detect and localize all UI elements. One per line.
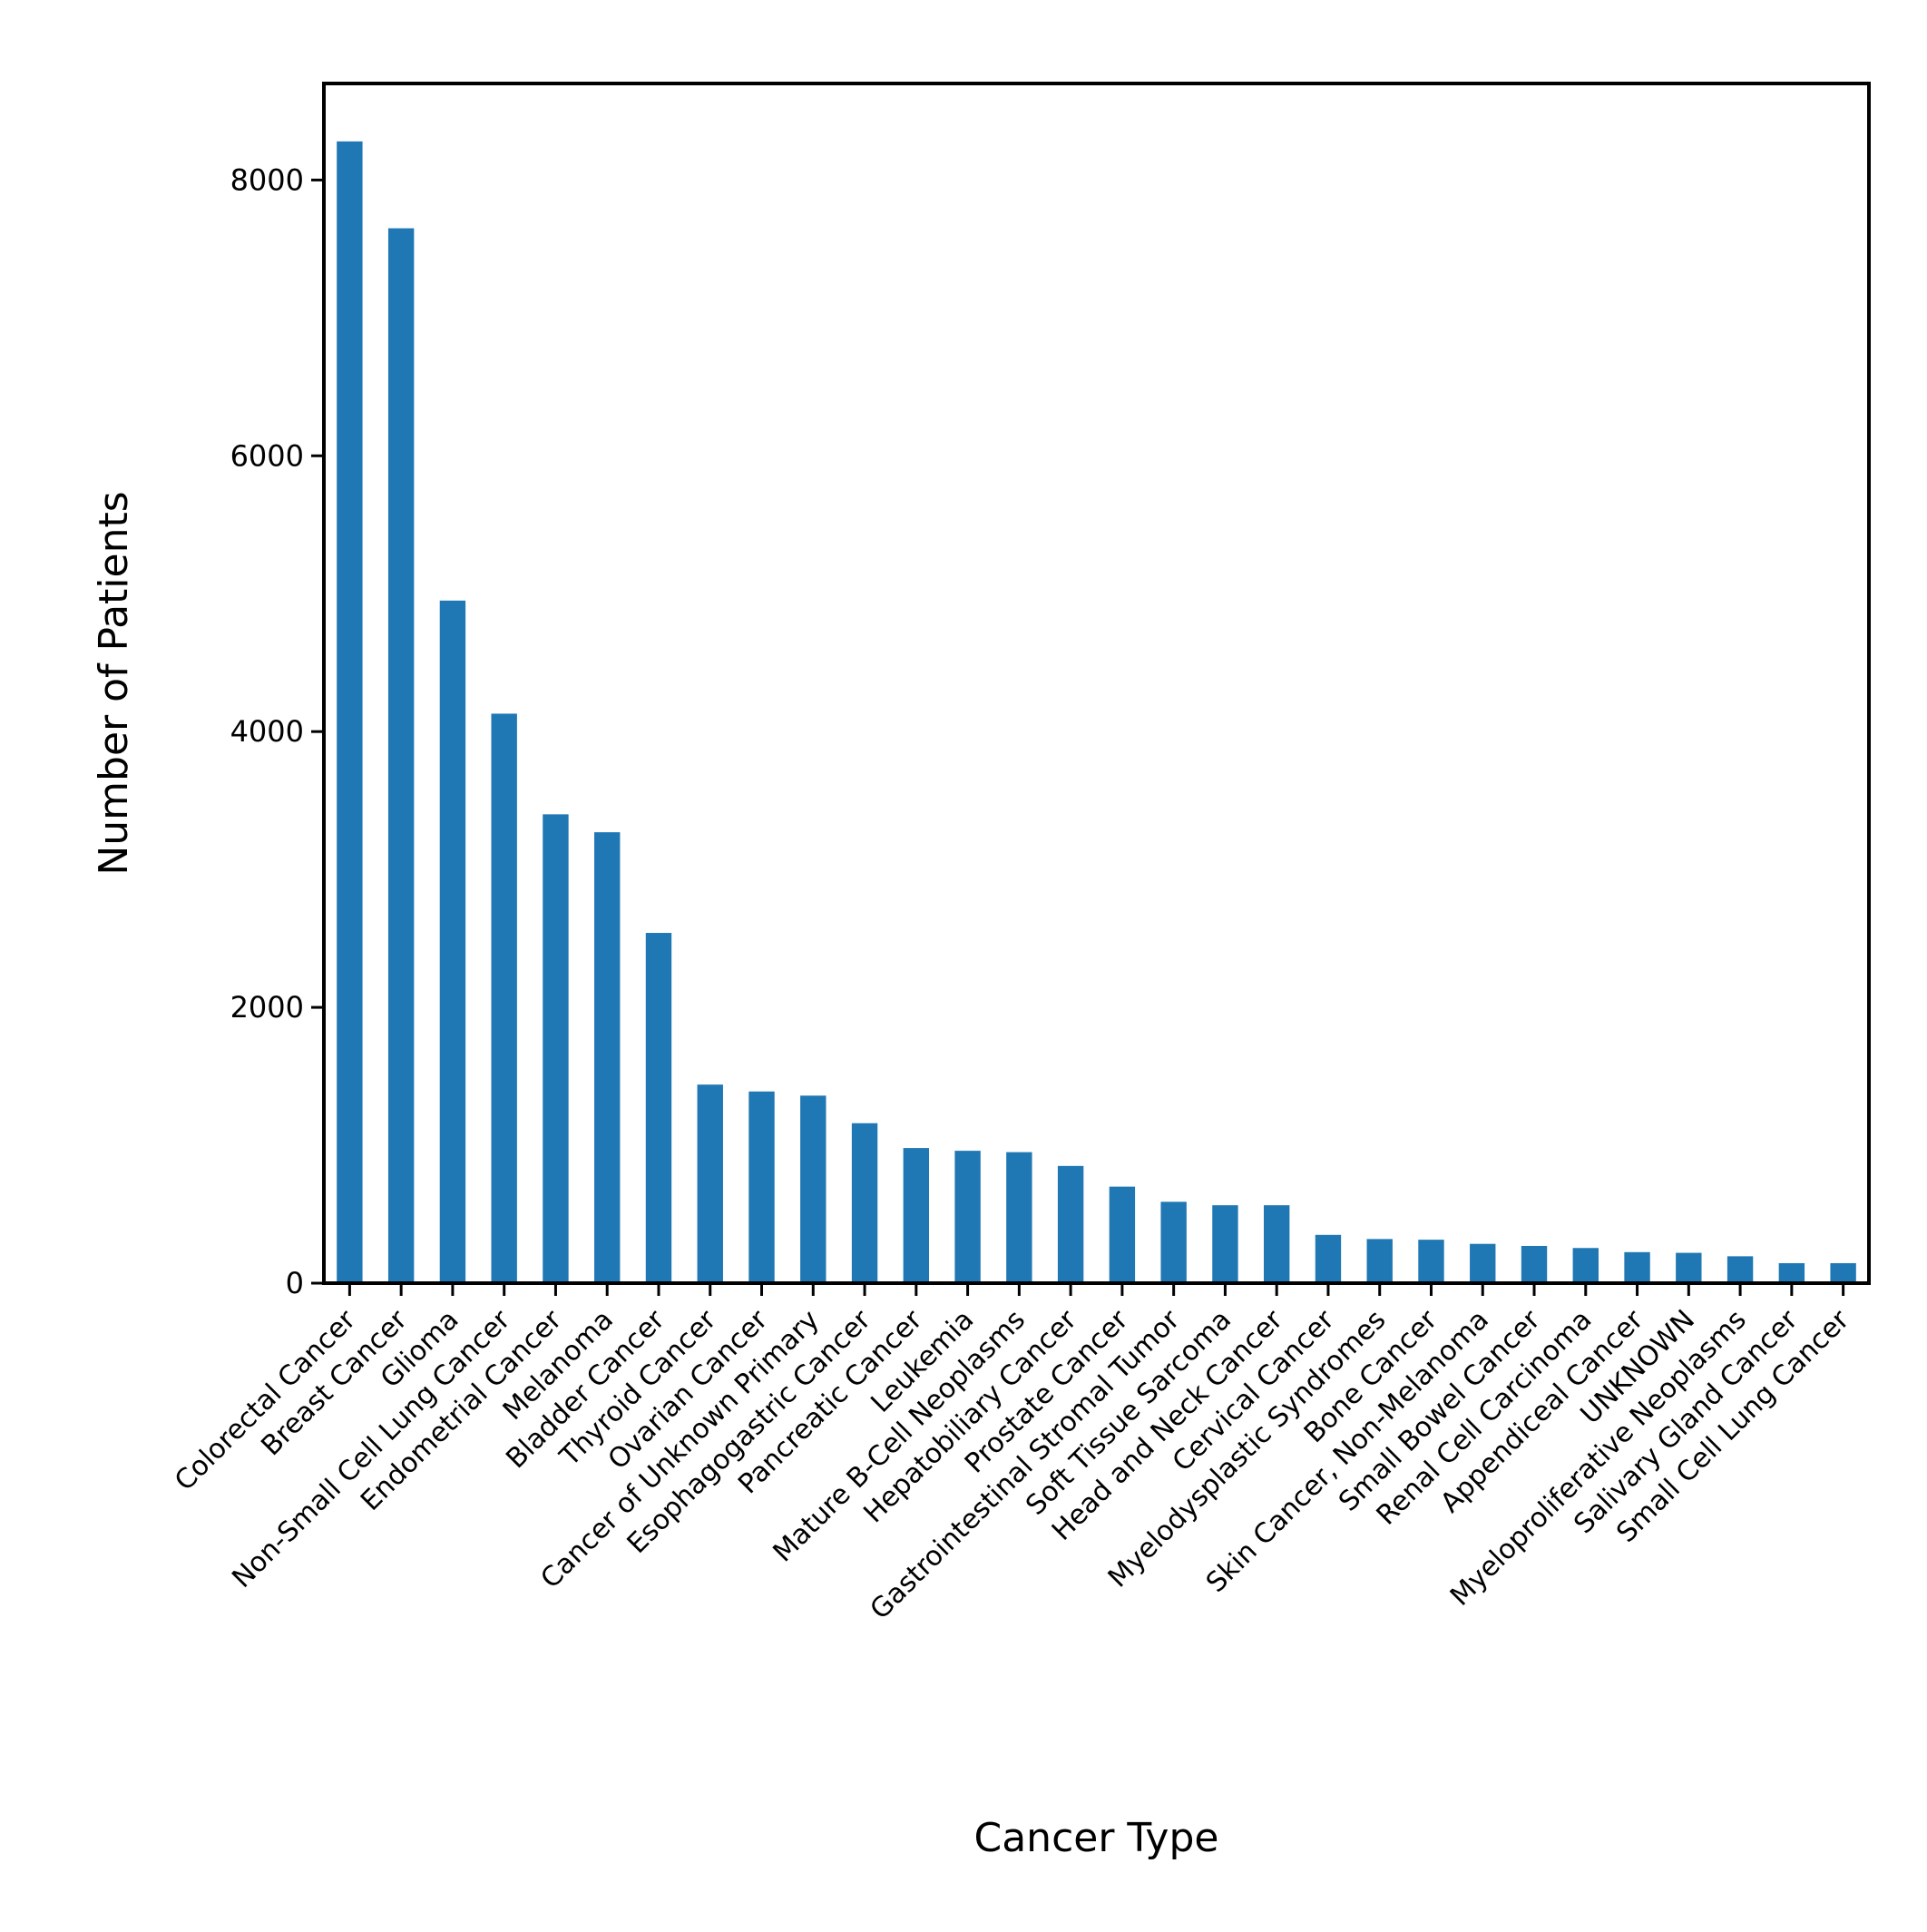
bar bbox=[1830, 1262, 1856, 1283]
bar bbox=[1624, 1251, 1650, 1283]
y-tick-label: 8000 bbox=[230, 162, 304, 197]
bar bbox=[697, 1084, 723, 1283]
y-tick-label: 6000 bbox=[230, 438, 304, 473]
bar bbox=[1006, 1152, 1032, 1283]
plot-frame bbox=[322, 82, 1871, 1285]
bar bbox=[1470, 1243, 1496, 1283]
bar bbox=[1057, 1165, 1084, 1283]
bar bbox=[1212, 1205, 1238, 1283]
bar bbox=[337, 141, 363, 1284]
bars-group bbox=[337, 141, 1856, 1284]
x-axis-label: Cancer Type bbox=[974, 1815, 1219, 1861]
bar bbox=[543, 814, 569, 1283]
bar bbox=[1726, 1256, 1754, 1283]
y-tick-label: 0 bbox=[286, 1266, 304, 1300]
bar bbox=[1676, 1252, 1702, 1283]
y-tick-label: 2000 bbox=[230, 990, 304, 1025]
bar bbox=[387, 228, 415, 1283]
bar bbox=[1521, 1245, 1548, 1283]
bar bbox=[1572, 1248, 1599, 1283]
bar bbox=[954, 1151, 981, 1283]
bar bbox=[439, 600, 466, 1283]
bar bbox=[851, 1123, 878, 1283]
bar bbox=[1418, 1240, 1444, 1283]
bar bbox=[1366, 1239, 1393, 1283]
bar bbox=[491, 713, 517, 1283]
bar bbox=[1315, 1234, 1342, 1283]
bar bbox=[1778, 1262, 1805, 1283]
y-axis: 0 2000 4000 6000 8000 bbox=[230, 162, 324, 1300]
y-tick-label: 4000 bbox=[230, 714, 304, 749]
bar bbox=[748, 1091, 775, 1283]
y-axis-label: Number of Patients bbox=[91, 491, 137, 875]
bar bbox=[1109, 1186, 1136, 1283]
bar bbox=[903, 1148, 930, 1283]
bar bbox=[1160, 1201, 1187, 1283]
bar bbox=[1263, 1205, 1290, 1283]
bar bbox=[800, 1095, 827, 1283]
bar bbox=[645, 933, 672, 1283]
bar bbox=[594, 832, 621, 1283]
